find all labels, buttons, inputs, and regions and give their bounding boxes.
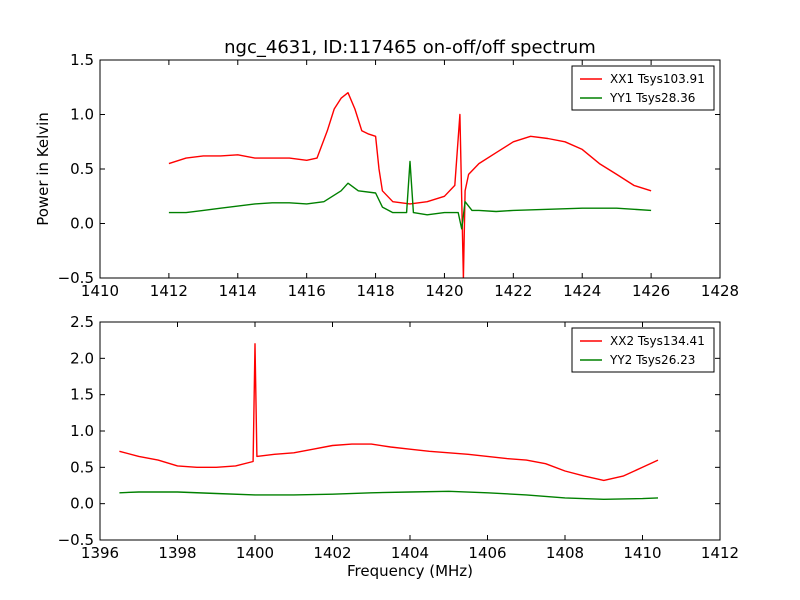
x-tick-label: 1398 [158,544,196,562]
series-line [119,490,659,500]
legend-label: XX1 Tsys103.91 [610,72,705,86]
x-tick-label: 1422 [494,282,532,300]
y-tick-label: 0.0 [70,215,94,233]
x-tick-label: 1410 [81,282,119,300]
figure-title: ngc_4631, ID:117465 on-off/off spectrum [224,37,596,58]
x-tick-label: 1412 [701,544,739,562]
y-tick-label: 2.0 [70,349,94,367]
y-axis-label: Power in Kelvin [34,112,52,226]
x-tick-label: 1408 [546,544,584,562]
x-tick-label: 1404 [391,544,429,562]
series-line [168,91,652,278]
x-tick-label: 1414 [219,282,257,300]
legend-label: XX2 Tsys134.41 [610,334,705,348]
y-tick-label: −0.5 [58,269,94,287]
y-tick-label: 1.0 [70,422,94,440]
x-tick-label: 1400 [236,544,274,562]
legend-box [571,65,715,111]
legend-label: YY2 Tsys26.23 [609,353,695,367]
x-tick-label: 1420 [425,282,463,300]
x-tick-label: 1416 [288,282,326,300]
x-tick-label: 1426 [632,282,670,300]
y-tick-label: −0.5 [58,531,94,549]
x-tick-label: 1396 [81,544,119,562]
y-tick-label: 2.5 [70,313,94,331]
x-tick-label: 1412 [150,282,188,300]
x-tick-label: 1428 [701,282,739,300]
series-group [119,343,659,500]
y-tick-label: 1.5 [70,386,94,404]
x-tick-label: 1406 [468,544,506,562]
series-group [168,91,652,278]
y-tick-label: 1.0 [70,106,94,124]
series-line [119,343,659,482]
top-subplot: 1410 1412 1414 1416 1418 1420 1422 1424 1426 1428… [58,51,740,300]
y-tick-label: 0.5 [70,458,94,476]
legend: XX1 Tsys103.91 YY1 Tsys28.36 [571,65,715,111]
legend: XX2 Tsys134.41 YY2 Tsys26.23 [571,327,715,373]
legend-label: YY1 Tsys28.36 [609,91,695,105]
x-axis-label: Frequency (MHz) [347,562,473,580]
y-tick-label: 0.5 [70,160,94,178]
y-tick-label: 1.5 [70,51,94,69]
legend-box [571,327,715,373]
bottom-subplot: 1396 1398 1400 1402 1404 1406 1408 1410 1412 −0.5… [58,313,740,562]
x-tick-label: 1402 [313,544,351,562]
x-tick-label: 1424 [563,282,601,300]
x-tick-label: 1410 [623,544,661,562]
x-tick-label: 1418 [356,282,394,300]
y-tick-label: 0.0 [70,495,94,513]
series-line [168,160,652,230]
